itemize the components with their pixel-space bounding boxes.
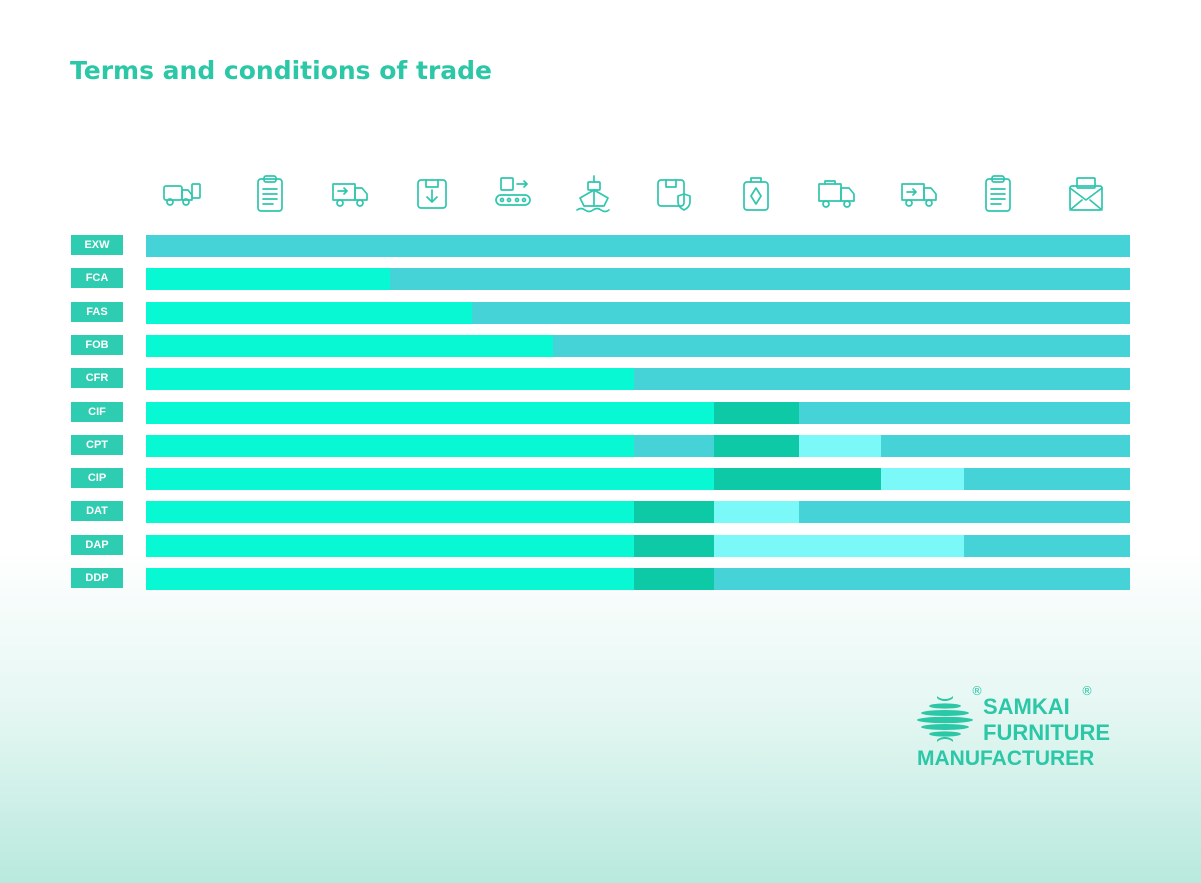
- segment-buyer: [390, 268, 1130, 291]
- term-bar: [146, 301, 1130, 324]
- box-insurance-icon: [652, 172, 696, 216]
- term-bar: [146, 568, 1130, 590]
- term-row-fas: FAS: [0, 301, 1201, 324]
- incoterms-table: EXW FCA FAS FOB CFR CIF CPT CIP DAT DAP DDP: [0, 235, 1201, 590]
- segment-shared: [714, 501, 799, 524]
- segment-buyer: [472, 301, 1130, 324]
- term-bar: [146, 434, 1130, 457]
- truck-icon: [815, 172, 859, 216]
- segment-seller: [146, 568, 634, 590]
- segment-buyer: [146, 235, 1130, 257]
- term-row-cif: CIF: [0, 401, 1201, 424]
- registered-mark-2: ®: [1081, 684, 1093, 698]
- segment-seller: [146, 368, 634, 391]
- segment-buyer: [553, 334, 1130, 357]
- segment-insurance: [714, 401, 799, 424]
- segment-buyer: [881, 434, 1130, 457]
- segment-seller: [146, 301, 472, 324]
- segment-seller: [146, 434, 634, 457]
- term-bar: [146, 235, 1130, 257]
- segment-seller: [146, 501, 634, 524]
- term-label: DAT: [71, 501, 123, 522]
- segment-buyer: [799, 401, 1130, 424]
- brand-name-line2: FURNITURE: [983, 720, 1111, 745]
- term-row-ddp: DDP: [0, 568, 1201, 590]
- term-bar: [146, 368, 1130, 391]
- segment-buyer: [799, 501, 1130, 524]
- term-row-cpt: CPT: [0, 434, 1201, 457]
- term-bar: [146, 468, 1130, 491]
- term-row-dap: DAP: [0, 534, 1201, 557]
- term-row-cfr: CFR: [0, 368, 1201, 391]
- segment-shared: [799, 434, 881, 457]
- registered-mark: ®: [971, 684, 983, 698]
- segment-insurance: [634, 568, 714, 590]
- term-label: CFR: [71, 368, 123, 389]
- mail-envelope-icon: [1064, 172, 1108, 216]
- truck-loading-icon: [159, 172, 203, 216]
- term-bar: [146, 401, 1130, 424]
- segment-seller: [146, 401, 714, 424]
- term-label: CIF: [71, 401, 123, 422]
- term-row-dat: DAT: [0, 501, 1201, 524]
- segment-buyer: [964, 468, 1130, 491]
- term-label: DAP: [71, 534, 123, 555]
- term-bar: [146, 268, 1130, 291]
- delivery-van-icon: [897, 172, 941, 216]
- segment-buyer: [634, 368, 1130, 391]
- segment-seller: [146, 334, 553, 357]
- box-arrow-icon: [734, 172, 778, 216]
- company-logo: ® SAMKAI ® FURNITURE MANUFACTURER: [915, 684, 1145, 774]
- clipboard-document-icon: [976, 172, 1020, 216]
- logo-mark-icon: [917, 696, 973, 742]
- segment-seller: [146, 468, 714, 491]
- term-label: DDP: [71, 568, 123, 588]
- term-label: CPT: [71, 434, 123, 455]
- segment-buyer: [634, 434, 714, 457]
- cargo-ship-icon: [572, 172, 616, 216]
- term-bar: [146, 501, 1130, 524]
- brand-name-line1: SAMKAI: [983, 694, 1070, 719]
- term-label: FAS: [71, 301, 123, 322]
- term-label: CIP: [71, 468, 123, 489]
- term-row-exw: EXW: [0, 235, 1201, 257]
- segment-buyer: [714, 568, 1130, 590]
- term-row-cip: CIP: [0, 468, 1201, 491]
- box-download-icon: [410, 172, 454, 216]
- segment-insurance: [634, 534, 714, 557]
- segment-seller: [146, 534, 634, 557]
- brand-name-line3: MANUFACTURER: [917, 747, 1095, 770]
- conveyor-box-icon: [491, 172, 535, 216]
- term-label: FCA: [71, 268, 123, 289]
- term-label: FOB: [71, 334, 123, 355]
- delivery-truck-icon: [328, 172, 372, 216]
- term-row-fob: FOB: [0, 334, 1201, 357]
- clipboard-document-icon: [248, 172, 292, 216]
- segment-insurance: [634, 501, 714, 524]
- term-bar: [146, 334, 1130, 357]
- segment-seller: [146, 268, 390, 291]
- stage-icons-row: [0, 0, 1201, 230]
- term-row-fca: FCA: [0, 268, 1201, 291]
- term-label: EXW: [71, 235, 123, 255]
- segment-shared: [714, 534, 964, 557]
- segment-buyer: [964, 534, 1130, 557]
- segment-insurance: [714, 434, 799, 457]
- segment-insurance: [714, 468, 881, 491]
- term-bar: [146, 534, 1130, 557]
- segment-shared: [881, 468, 964, 491]
- page-title: Terms and conditions of trade: [70, 56, 493, 85]
